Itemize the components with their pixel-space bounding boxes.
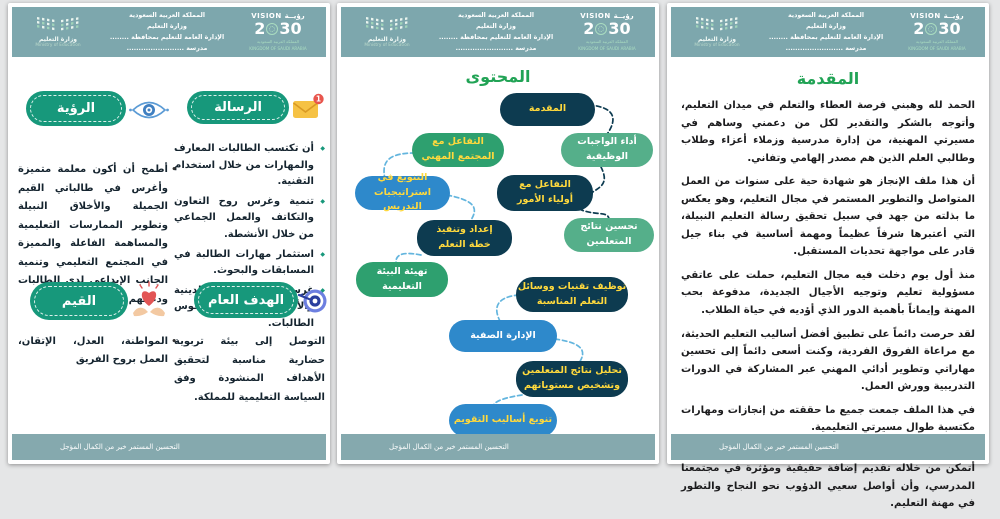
values-line: المواطنة، العدل، الإتقان، العمل بروح الف… (18, 333, 177, 369)
mindmap-node-learning-technologies: توظيف تقنيات ووسائل التعلم المناسبة (516, 277, 628, 312)
header-line: مدرسة ........................ (126, 45, 208, 53)
footer-quote: التحسين المستمر خير من الكمال المؤجل (389, 443, 509, 451)
mindmap-node-learning-environment: تهيئة البيئة التعليمية (356, 262, 448, 297)
page-footer: التحسين المستمر خير من الكمال المؤجل (671, 434, 985, 460)
footer-quote: التحسين المستمر خير من الكمال المؤجل (60, 443, 180, 451)
header-line: الإدارة العامة للتعليم بمحافظة ........ (109, 34, 225, 41)
mindmap-node-professional-community: التفاعل مع المجتمع المهني (412, 133, 504, 167)
saudi-emblem-icon (266, 22, 279, 35)
envelope-icon: 1 (293, 93, 324, 118)
section-pill-vision: الرؤية (26, 91, 126, 126)
mindmap-node-results-analysis: تحليل نتائج المتعلمين وتشخيص مستوياتهم (516, 361, 628, 397)
introduction-title: المقدمة (796, 69, 860, 88)
hands-heart-icon (133, 281, 165, 317)
page-header: وزارة التعليم Ministry of Education المم… (12, 7, 326, 57)
vision-word-ar: رؤيــة (284, 11, 305, 20)
vision-2030-logo: VISION رؤيــة 2 30 المملكة العربية السعود… (908, 11, 966, 51)
badge-count: 1 (316, 94, 321, 103)
goal-paragraph: التوصل إلى بيئة تربوية حضارية مناسبة لتح… (174, 336, 325, 403)
intro-paragraph: أن هذا ملف الإنجاز هو شهادة حية على سنوا… (681, 176, 975, 258)
intro-paragraph: لقد حرصت دائماً على تطبيق أفضل أساليب ال… (681, 328, 975, 393)
header-school-lines: المملكة العربية السعودية وزارة التعليم ا… (438, 11, 554, 53)
moe-name-ar: وزارة التعليم (38, 35, 78, 43)
mindmap-node-teaching-strategies: التنويع في استراتيجيات التدريس (355, 172, 450, 212)
target-icon (298, 289, 327, 313)
vision-2030-logo: VISION رؤيــة 2 30 المملكة العربية السعود… (578, 11, 636, 51)
mindmap-node-introduction: المقدمة (500, 93, 595, 126)
page-introduction: وزارة التعليم Ministry of Education المم… (667, 3, 989, 509)
mindmap-node-learning-plan: إعداد وتنفيذ خطة التعلم (417, 220, 512, 256)
mindmap-node-job-duties: أداء الواجبات الوظيفية (561, 133, 653, 167)
section-pill-values: القيم (30, 282, 128, 320)
page-footer: التحسين المستمر خير من الكمال المؤجل (12, 434, 326, 460)
header-school-lines: المملكة العربية السعودية وزارة التعليم ا… (768, 11, 884, 53)
section-pill-goal: الهدف العام (194, 282, 298, 318)
message-bullet: استثمار مهارات الطالبة في المسابقات والب… (174, 247, 325, 280)
ministry-of-education-logo: وزارة التعليم Ministry of Education (350, 16, 424, 49)
page-vision-mission: وزارة التعليم Ministry of Education المم… (8, 3, 330, 464)
moe-dots-icon (366, 16, 408, 30)
mindmap-node-classroom-management: الإدارة الصفية (449, 320, 557, 352)
eye-icon (129, 101, 169, 119)
moe-dots-icon (696, 16, 738, 30)
header-school-lines: المملكة العربية السعودية وزارة التعليم ا… (110, 10, 224, 54)
mindmap-node-parents-interaction: التفاعل مع أولياء الأمور (497, 175, 593, 211)
saudi-emblem-icon (925, 22, 938, 35)
header-line: المملكة العربية السعودية (128, 11, 205, 19)
intro-paragraph: الحمد لله وهبني فرصة العطاء والتعلم في م… (681, 100, 975, 164)
vision-year: 2 (254, 18, 266, 38)
page-footer: التحسين المستمر خير من الكمال المؤجل (341, 434, 655, 460)
intro-paragraph: في هذا الملف جمعت جميع ما حققته من إنجاز… (681, 404, 975, 434)
moe-dots-icon (37, 16, 79, 30)
message-bullet: تنمية وغرس روح التعاون والتكاتف والعمل ا… (174, 194, 325, 244)
vision-word-en: VISION (251, 11, 282, 20)
intro-paragraph: منذ أول يوم دخلت فيه مجال التعليم، حملت … (681, 269, 975, 317)
moe-name-en: Ministry of Education (35, 43, 81, 49)
page-header: وزارة التعليم Ministry of Education المم… (341, 7, 655, 57)
document-canvas: وزارة التعليم Ministry of Education المم… (0, 0, 1000, 468)
mindmap-node-assessment-methods: تنويع أساليب التقويم (449, 404, 557, 437)
saudi-emblem-icon (595, 22, 608, 35)
ministry-of-education-logo: وزارة التعليم Ministry of Education (21, 16, 95, 49)
header-line: وزارة التعليم (147, 22, 187, 30)
vision-2030-logo: VISION رؤيــة 2 30 المملكة العربية السعود… (249, 11, 307, 51)
mindmap-node-learner-results: تحسين نتائج المتعلمين (564, 218, 654, 252)
footer-quote: التحسين المستمر خير من الكمال المؤجل (719, 443, 839, 451)
section-pill-message: الرسالة (187, 91, 289, 124)
page-contents: وزارة التعليم Ministry of Education المم… (337, 3, 659, 464)
page-header: وزارة التعليم Ministry of Education المم… (671, 7, 985, 57)
contents-title: المحتوى (465, 67, 531, 86)
ministry-of-education-logo: وزارة التعليم Ministry of Education (680, 16, 754, 49)
message-bullet: أن تكتسب الطالبات المعارف والمهارات من خ… (174, 141, 325, 191)
